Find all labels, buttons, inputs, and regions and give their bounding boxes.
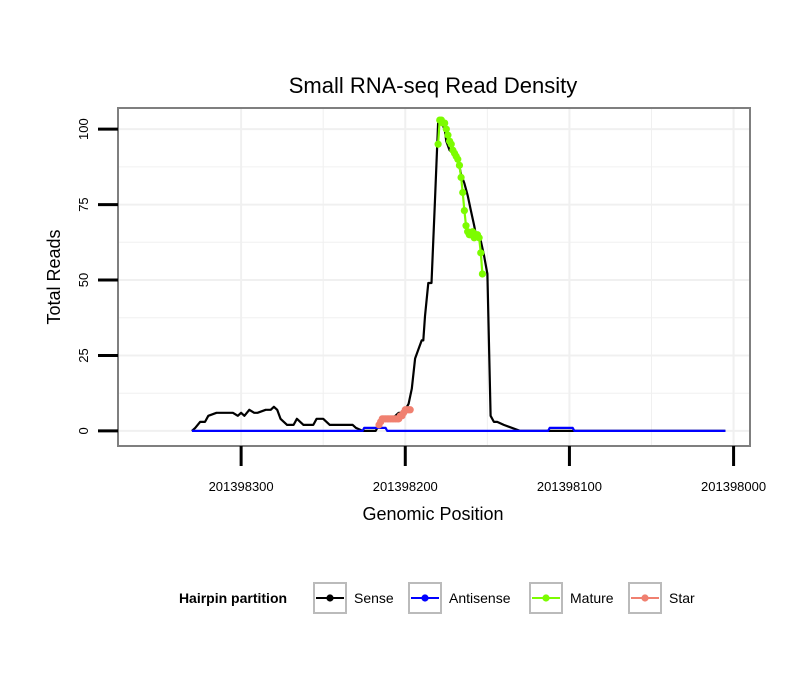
x-tick-label: 201398100: [537, 479, 602, 494]
data-point-mature: [478, 270, 487, 278]
x-tick-label: 201398300: [209, 479, 274, 494]
panel-border: [117, 107, 751, 447]
x-tick-label: 201398000: [701, 479, 766, 494]
data-point-mature: [455, 161, 464, 169]
axes: 0 25 50 75 100 201398300 201398200 201398100 201…: [76, 118, 766, 494]
data-point-mature: [442, 125, 450, 133]
legend-dot-mature: [542, 594, 550, 602]
x-axis-label: Genomic Position: [362, 504, 503, 524]
data-point-mature: [459, 188, 467, 197]
data-point-mature: [460, 207, 468, 215]
legend-label-sense: Sense: [354, 590, 394, 606]
y-tick-label: 100: [76, 118, 91, 140]
chart-title: Small RNA-seq Read Density: [289, 73, 578, 98]
series-layer: [191, 116, 726, 432]
data-point-mature: [447, 140, 455, 148]
legend-title: Hairpin partition: [179, 590, 287, 606]
y-tick-label: 25: [76, 348, 91, 362]
y-tick-label: 75: [76, 197, 91, 211]
grid: [118, 108, 750, 446]
legend-dot-star: [641, 594, 649, 602]
legend-dot-antisense: [421, 594, 429, 602]
legend-dot-sense: [326, 594, 334, 602]
y-tick-label: 50: [76, 273, 91, 287]
data-point-mature: [444, 131, 452, 139]
data-point-mature: [457, 173, 465, 182]
data-point-star: [406, 406, 414, 414]
data-point-mature: [454, 155, 462, 163]
data-point-mature: [477, 249, 485, 257]
legend-label-star: Star: [669, 590, 695, 606]
legend-label-antisense: Antisense: [449, 590, 511, 606]
data-point-mature: [462, 222, 470, 230]
plot-panel: [118, 108, 750, 446]
y-tick-label: 0: [76, 427, 91, 434]
data-point-mature: [434, 140, 442, 148]
legend: Hairpin partition Sense Antisense Mature Sta…: [179, 582, 695, 614]
data-point-mature: [475, 234, 483, 242]
x-tick-label: 201398200: [373, 479, 438, 494]
data-point-mature: [441, 119, 449, 127]
series-line-antisense: [191, 426, 726, 432]
legend-label-mature: Mature: [570, 590, 614, 606]
y-axis-label: Total Reads: [44, 229, 64, 324]
